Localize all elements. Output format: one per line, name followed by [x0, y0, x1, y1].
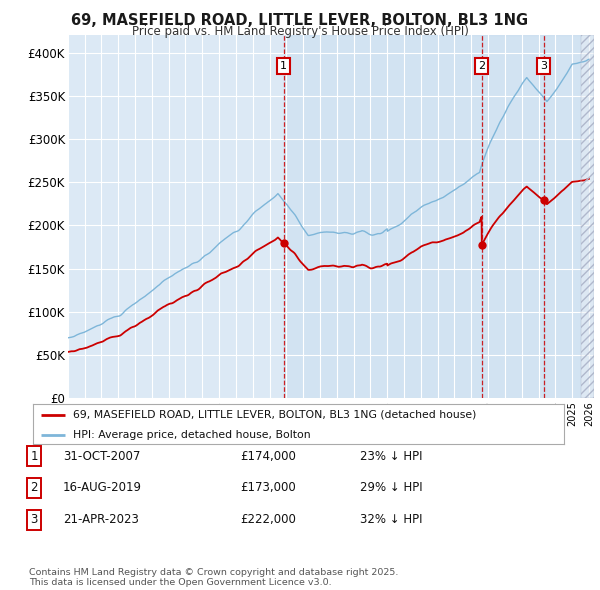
Text: £173,000: £173,000	[240, 481, 296, 494]
Text: HPI: Average price, detached house, Bolton: HPI: Average price, detached house, Bolt…	[73, 430, 310, 440]
Text: Contains HM Land Registry data © Crown copyright and database right 2025.
This d: Contains HM Land Registry data © Crown c…	[29, 568, 398, 587]
Text: 32% ↓ HPI: 32% ↓ HPI	[360, 513, 422, 526]
Text: 1: 1	[280, 61, 287, 71]
Text: 29% ↓ HPI: 29% ↓ HPI	[360, 481, 422, 494]
Text: £222,000: £222,000	[240, 513, 296, 526]
Text: 3: 3	[540, 61, 547, 71]
Text: 2: 2	[31, 481, 38, 494]
Bar	[284, 35, 482, 398]
Text: 16-AUG-2019: 16-AUG-2019	[63, 481, 142, 494]
Text: 1: 1	[31, 450, 38, 463]
Bar	[482, 35, 544, 398]
Text: 21-APR-2023: 21-APR-2023	[63, 513, 139, 526]
Bar	[544, 35, 594, 398]
Text: Price paid vs. HM Land Registry's House Price Index (HPI): Price paid vs. HM Land Registry's House …	[131, 25, 469, 38]
Text: 3: 3	[31, 513, 38, 526]
Text: £174,000: £174,000	[240, 450, 296, 463]
Text: 31-OCT-2007: 31-OCT-2007	[63, 450, 140, 463]
Text: 23% ↓ HPI: 23% ↓ HPI	[360, 450, 422, 463]
Text: 69, MASEFIELD ROAD, LITTLE LEVER, BOLTON, BL3 1NG (detached house): 69, MASEFIELD ROAD, LITTLE LEVER, BOLTON…	[73, 410, 476, 420]
Text: 69, MASEFIELD ROAD, LITTLE LEVER, BOLTON, BL3 1NG: 69, MASEFIELD ROAD, LITTLE LEVER, BOLTON…	[71, 13, 529, 28]
Text: 2: 2	[478, 61, 485, 71]
